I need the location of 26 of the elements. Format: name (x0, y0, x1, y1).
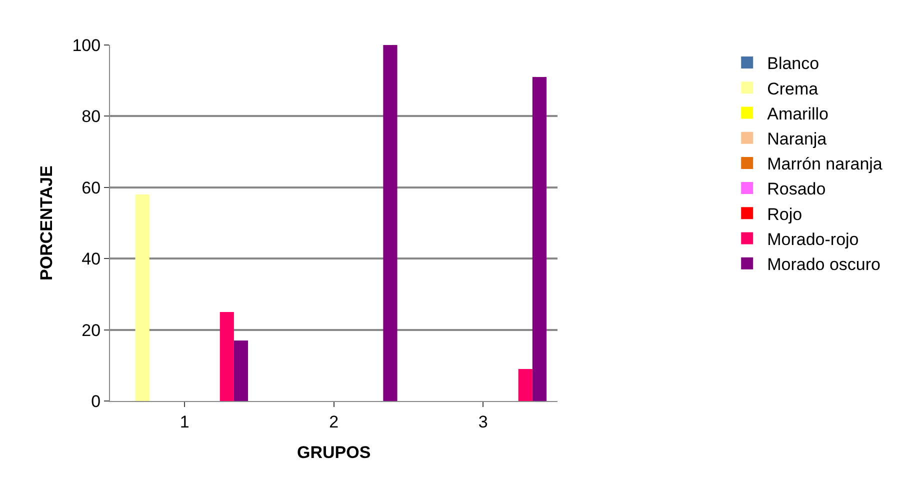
legend-label: Amarillo (767, 104, 829, 124)
legend-label: Morado oscuro (767, 254, 880, 274)
y-tick-label: 20 (82, 320, 101, 340)
x-tick-label: 3 (478, 412, 488, 432)
bar (234, 340, 248, 401)
bar (383, 45, 398, 401)
y-tick-label: 100 (72, 36, 101, 55)
legend-label: Blanco (767, 54, 820, 74)
y-tick-label: 0 (91, 392, 101, 411)
x-tick-label: 2 (329, 412, 339, 432)
legend-label: Morado-rojo (767, 230, 859, 249)
legend-label: Naranja (767, 129, 828, 148)
legend-label: Rojo (767, 204, 802, 224)
bar (532, 77, 547, 401)
x-tick-label: 1 (180, 412, 190, 432)
bar (135, 194, 150, 401)
bar (220, 312, 234, 401)
legend-label: Rosado (767, 180, 826, 199)
x-axis-title: GRUPOS (297, 442, 371, 462)
y-tick-label: 80 (82, 107, 101, 126)
legend-label: Crema (767, 79, 819, 98)
y-axis-title: PORCENTAJE (36, 166, 56, 280)
y-tick-label: 60 (82, 178, 101, 198)
legend-label: Marrón naranja (767, 154, 883, 174)
bar (518, 368, 532, 401)
y-tick-label: 40 (82, 250, 101, 269)
